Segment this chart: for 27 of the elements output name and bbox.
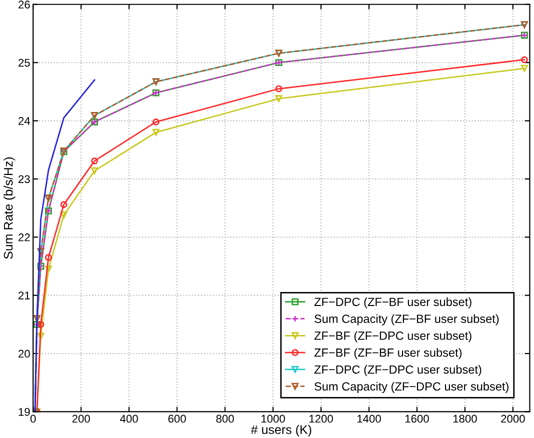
legend-label: ZF−BF (ZF−DPC user subset)	[314, 331, 472, 342]
legend-label: ZF−BF (ZF−BF user subset)	[314, 348, 462, 360]
x-tick-label: 200	[72, 414, 90, 423]
x-tick-label: 0	[30, 414, 36, 423]
y-tick-label: 26	[18, 0, 30, 9]
x-tick-label: 1000	[262, 414, 285, 423]
x-tick-label: 1600	[405, 414, 429, 423]
y-tick-label: 21	[18, 292, 30, 300]
y-tick-label: 22	[18, 233, 30, 242]
legend-label: Sum Capacity (ZF−DPC user subset)	[314, 382, 508, 393]
x-tick-label: 1200	[309, 414, 333, 423]
legend-label: ZF−DPC (ZF−DPC user subset)	[314, 365, 482, 376]
y-tick-label: 20	[18, 350, 30, 358]
legend-label: ZF−DPC (ZF−BF user subset)	[314, 297, 472, 308]
x-tick-label: 800	[216, 414, 234, 423]
y-tick-label: 25	[18, 58, 30, 67]
x-tick-label: 600	[168, 414, 186, 423]
x-tick-label: 400	[120, 414, 138, 423]
legend-label: Sum Capacity (ZF−BF user subset)	[314, 314, 499, 326]
y-tick-label: 19	[18, 408, 30, 416]
x-tick-label: 2000	[501, 414, 525, 423]
y-tick-label: 23	[18, 175, 30, 184]
y-tick-label: 24	[18, 117, 30, 125]
x-tick-label: 1800	[453, 414, 477, 423]
y-axis-title: Sum Rate (b/s/Hz)	[4, 157, 16, 259]
x-axis-title: # users (K)	[250, 424, 312, 436]
x-tick-label: 1400	[357, 414, 381, 423]
